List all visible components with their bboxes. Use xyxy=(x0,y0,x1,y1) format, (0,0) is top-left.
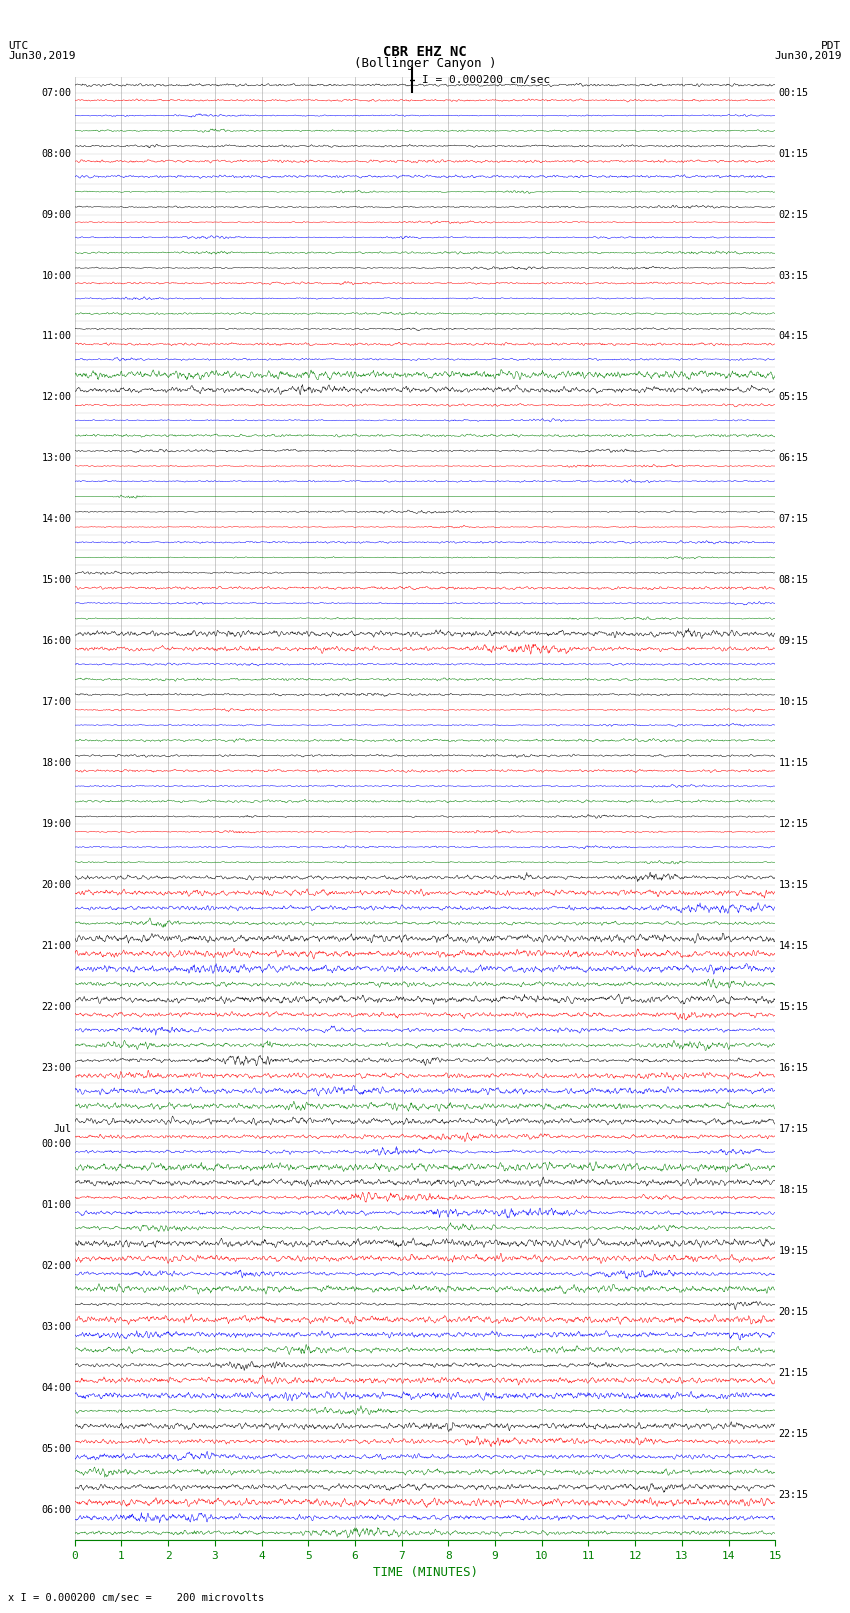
Text: x I = 0.000200 cm/sec =    200 microvolts: x I = 0.000200 cm/sec = 200 microvolts xyxy=(8,1594,264,1603)
Text: PDT: PDT xyxy=(821,40,842,50)
Text: 22:15: 22:15 xyxy=(779,1429,808,1439)
Text: 19:00: 19:00 xyxy=(42,819,71,829)
Text: 12:00: 12:00 xyxy=(42,392,71,403)
Text: 23:15: 23:15 xyxy=(779,1490,808,1500)
Text: 05:00: 05:00 xyxy=(42,1444,71,1453)
Text: 19:15: 19:15 xyxy=(779,1245,808,1257)
Text: 03:15: 03:15 xyxy=(779,271,808,281)
Text: 07:15: 07:15 xyxy=(779,515,808,524)
Text: 09:00: 09:00 xyxy=(42,210,71,219)
Text: 21:15: 21:15 xyxy=(779,1368,808,1378)
Text: 13:15: 13:15 xyxy=(779,881,808,890)
Text: 02:15: 02:15 xyxy=(779,210,808,219)
Text: 23:00: 23:00 xyxy=(42,1063,71,1073)
Text: 10:00: 10:00 xyxy=(42,271,71,281)
Text: 03:00: 03:00 xyxy=(42,1323,71,1332)
Text: 18:15: 18:15 xyxy=(779,1186,808,1195)
X-axis label: TIME (MINUTES): TIME (MINUTES) xyxy=(372,1566,478,1579)
Text: 08:00: 08:00 xyxy=(42,148,71,158)
Text: 11:00: 11:00 xyxy=(42,332,71,342)
Text: 16:15: 16:15 xyxy=(779,1063,808,1073)
Text: 06:15: 06:15 xyxy=(779,453,808,463)
Text: 08:15: 08:15 xyxy=(779,576,808,586)
Text: 18:00: 18:00 xyxy=(42,758,71,768)
Text: CBR EHZ NC: CBR EHZ NC xyxy=(383,45,467,58)
Text: 22:00: 22:00 xyxy=(42,1002,71,1011)
Text: 01:15: 01:15 xyxy=(779,148,808,158)
Text: UTC: UTC xyxy=(8,40,29,50)
Text: 14:15: 14:15 xyxy=(779,940,808,952)
Text: Jun30,2019: Jun30,2019 xyxy=(8,52,76,61)
Text: 17:15: 17:15 xyxy=(779,1124,808,1134)
Text: 07:00: 07:00 xyxy=(42,87,71,98)
Text: 17:00: 17:00 xyxy=(42,697,71,706)
Text: 15:15: 15:15 xyxy=(779,1002,808,1011)
Text: 04:00: 04:00 xyxy=(42,1382,71,1394)
Text: (Bollinger Canyon ): (Bollinger Canyon ) xyxy=(354,56,496,71)
Text: Jul: Jul xyxy=(54,1124,71,1134)
Text: 01:00: 01:00 xyxy=(42,1200,71,1210)
Text: 14:00: 14:00 xyxy=(42,515,71,524)
Text: 00:00: 00:00 xyxy=(42,1139,71,1148)
Text: 20:15: 20:15 xyxy=(779,1307,808,1316)
Text: 06:00: 06:00 xyxy=(42,1505,71,1515)
Text: 21:00: 21:00 xyxy=(42,940,71,952)
Text: 09:15: 09:15 xyxy=(779,636,808,647)
Text: 15:00: 15:00 xyxy=(42,576,71,586)
Text: 04:15: 04:15 xyxy=(779,332,808,342)
Text: 11:15: 11:15 xyxy=(779,758,808,768)
Text: 02:00: 02:00 xyxy=(42,1261,71,1271)
Text: 05:15: 05:15 xyxy=(779,392,808,403)
Text: 16:00: 16:00 xyxy=(42,636,71,647)
Text: 13:00: 13:00 xyxy=(42,453,71,463)
Text: I = 0.000200 cm/sec: I = 0.000200 cm/sec xyxy=(422,74,551,85)
Text: 00:15: 00:15 xyxy=(779,87,808,98)
Text: Jun30,2019: Jun30,2019 xyxy=(774,52,842,61)
Text: 10:15: 10:15 xyxy=(779,697,808,706)
Text: 20:00: 20:00 xyxy=(42,881,71,890)
Text: 12:15: 12:15 xyxy=(779,819,808,829)
